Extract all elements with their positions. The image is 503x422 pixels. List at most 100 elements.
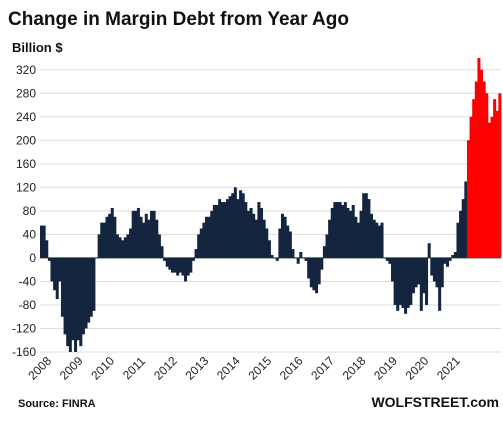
bar (66, 257, 70, 347)
bar (288, 231, 292, 258)
bar (485, 93, 489, 258)
bar (142, 222, 146, 258)
bar (349, 210, 353, 258)
bar (396, 257, 400, 311)
x-tick-label: 2014 (214, 354, 243, 383)
x-tick-label: 2017 (308, 354, 337, 383)
bar (301, 257, 305, 259)
bar (406, 257, 410, 308)
y-tick-label: 160 (16, 157, 36, 171)
bar (490, 116, 494, 258)
bar (356, 222, 360, 258)
y-tick-label: 320 (16, 63, 36, 77)
bar (280, 213, 284, 258)
bar (294, 257, 298, 259)
bar (186, 257, 190, 276)
bar (189, 257, 193, 273)
x-tick-label: 2011 (120, 354, 148, 382)
x-tick-labels: 2008 2009 2010 2011 2012 2013 2014 2015 2016 2017… (25, 354, 463, 383)
bar (375, 222, 379, 258)
bar (55, 257, 59, 300)
bar (147, 219, 151, 258)
bar (448, 257, 452, 261)
bar (469, 116, 473, 258)
bar (236, 199, 240, 258)
bar (244, 202, 248, 258)
bar (367, 199, 371, 258)
bar (108, 213, 112, 258)
bar (430, 257, 434, 276)
bar (307, 257, 311, 279)
bar (445, 257, 450, 267)
bar (50, 257, 54, 282)
bar (474, 81, 478, 258)
bar (398, 257, 402, 305)
bar (58, 257, 62, 282)
bar (110, 207, 114, 258)
bar (333, 202, 337, 258)
bar (370, 213, 374, 258)
bar (296, 257, 300, 264)
chart-title: Change in Margin Debt from Year Ago (8, 9, 349, 30)
bar (212, 205, 216, 258)
x-tick-label: 2016 (277, 354, 306, 383)
bar (495, 110, 499, 258)
bar (312, 257, 316, 291)
bar (411, 257, 415, 294)
bar (443, 257, 447, 264)
bar (304, 257, 308, 261)
bar (215, 205, 219, 258)
bar (404, 257, 408, 314)
bar (309, 257, 313, 288)
bar (325, 234, 329, 258)
bar (160, 246, 164, 258)
bar (401, 257, 405, 308)
bar (97, 234, 101, 258)
x-tick-label: 2020 (403, 354, 432, 383)
bar (118, 237, 122, 258)
bar (480, 69, 484, 258)
bar (207, 216, 211, 258)
bar (254, 219, 258, 258)
bar (249, 207, 253, 258)
y-tick-label: 280 (16, 86, 36, 100)
bar (42, 225, 46, 258)
bar (100, 222, 104, 258)
bar (260, 207, 264, 258)
bar (102, 222, 106, 258)
bar (176, 257, 180, 276)
bar (199, 228, 203, 258)
bar (220, 202, 224, 258)
bar (115, 234, 119, 258)
bar (89, 257, 93, 317)
bar (121, 240, 125, 258)
bar (456, 222, 460, 258)
bar (409, 257, 413, 305)
y-tick-labels: -160 -120 -80 -40 0 40 80 120 160 200 240 280 320 (12, 63, 36, 359)
x-tick-label: 2019 (371, 354, 400, 383)
bar (68, 257, 72, 352)
bar (76, 257, 80, 341)
bar (417, 257, 421, 285)
bar (168, 257, 172, 270)
bar (275, 257, 279, 261)
bar (87, 257, 91, 323)
bar (299, 252, 303, 258)
bar (388, 257, 392, 264)
x-tick-label: 2015 (245, 354, 274, 383)
bar (144, 213, 148, 258)
bar (459, 210, 463, 258)
bar (246, 210, 250, 258)
bar (464, 181, 468, 258)
bar (440, 257, 444, 288)
bar (71, 257, 75, 341)
bar (157, 234, 161, 258)
bar (205, 216, 209, 258)
bar (354, 216, 358, 258)
y-tick-label: -80 (19, 298, 37, 312)
bar (341, 205, 345, 258)
bar (233, 187, 237, 258)
brand-logo-text: WOLFSTREET.com (371, 394, 499, 410)
bar (477, 58, 481, 258)
bars (40, 58, 502, 352)
